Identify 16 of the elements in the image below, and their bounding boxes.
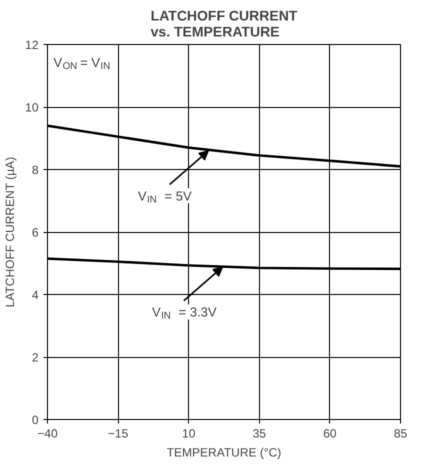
x-tick-label: 60 bbox=[323, 426, 337, 440]
x-tick-label: 85 bbox=[394, 426, 408, 440]
x-tick-label: 10 bbox=[182, 426, 196, 440]
y-tick-label: 2 bbox=[32, 350, 39, 364]
y-tick-label: 4 bbox=[32, 288, 39, 302]
y-tick-label: 8 bbox=[32, 163, 39, 177]
x-axis-title: TEMPERATURE (°C) bbox=[166, 446, 282, 460]
x-tick-label: −15 bbox=[108, 426, 129, 440]
y-tick-label: 6 bbox=[32, 226, 39, 240]
y-axis-title: LATCHOFF CURRENT (µA) bbox=[3, 156, 18, 308]
y-tick-label: 12 bbox=[25, 38, 39, 52]
y-tick-label: 0 bbox=[32, 413, 39, 427]
x-tick-label: −40 bbox=[37, 426, 58, 440]
y-tick-label: 10 bbox=[25, 100, 39, 114]
chart-title: LATCHOFF CURRENT vs. TEMPERATURE bbox=[150, 8, 298, 40]
x-tick-label: 35 bbox=[252, 426, 266, 440]
